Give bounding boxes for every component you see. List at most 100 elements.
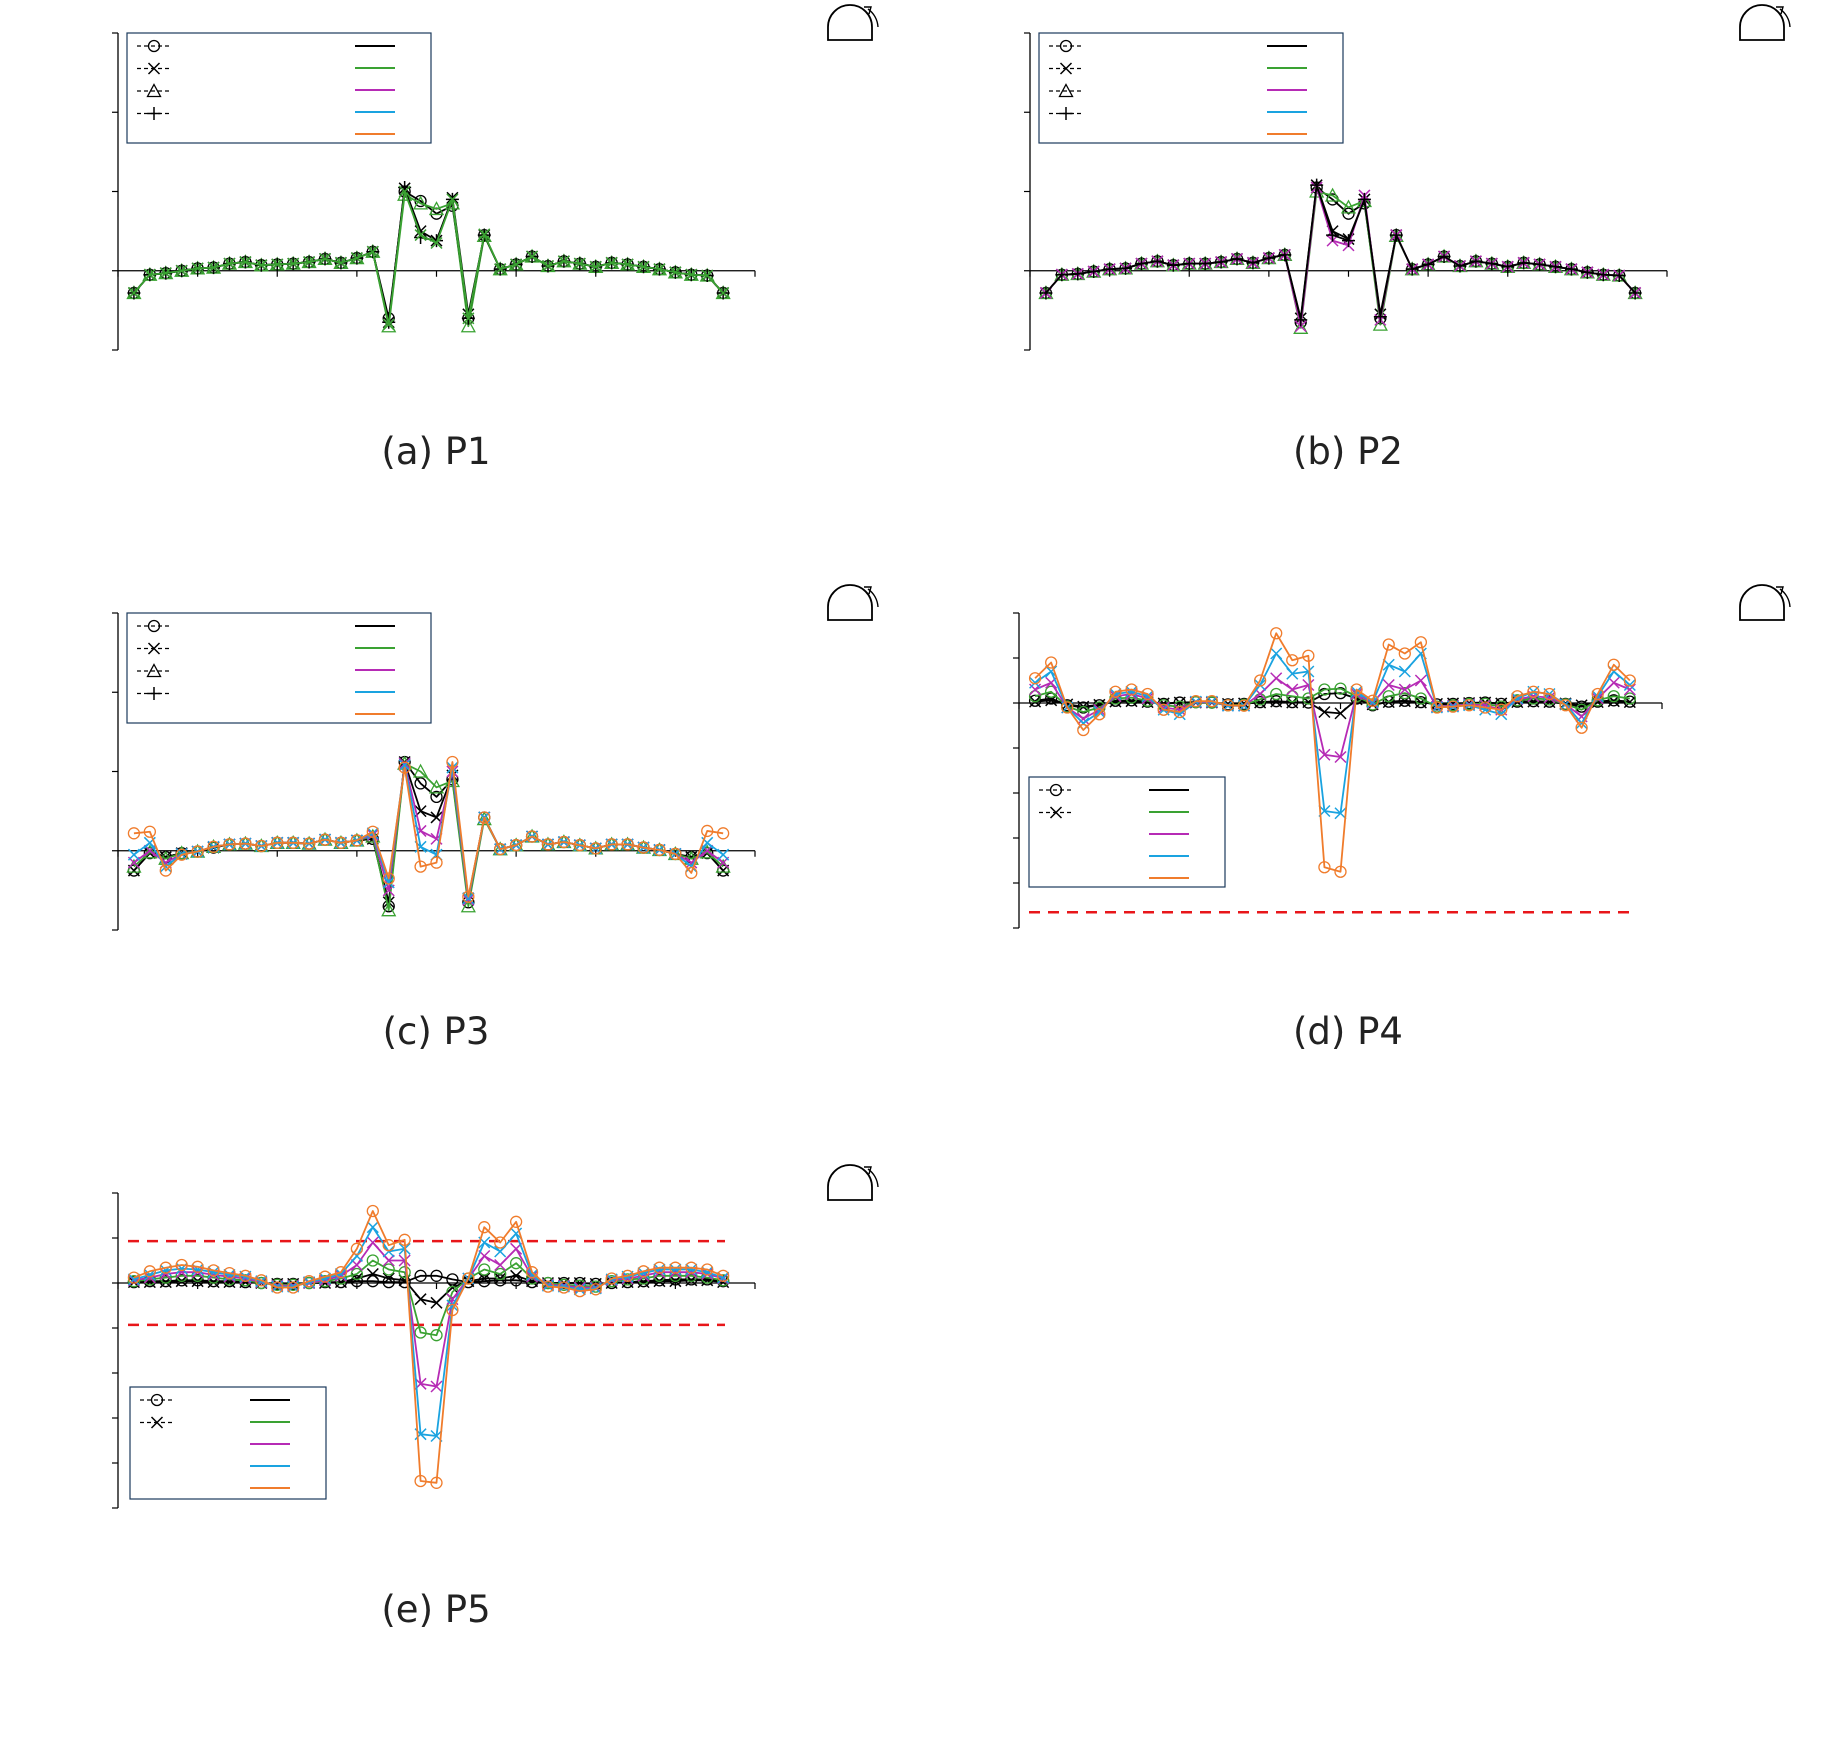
data-point xyxy=(143,846,157,860)
data-point xyxy=(557,255,570,268)
data-point xyxy=(557,1281,571,1294)
arrow-head-icon xyxy=(864,6,872,15)
data-point xyxy=(303,256,316,269)
data-point xyxy=(1527,692,1540,705)
data-point xyxy=(1286,696,1299,709)
data-point xyxy=(1398,665,1411,678)
data-point xyxy=(685,866,698,880)
data-point xyxy=(1286,690,1299,703)
data-point xyxy=(414,1269,427,1282)
data-point xyxy=(1270,647,1283,660)
data-point xyxy=(175,264,188,277)
data-point xyxy=(1382,638,1395,651)
series-line xyxy=(133,190,724,320)
data-point xyxy=(1623,674,1636,687)
data-point xyxy=(1356,193,1373,208)
data-point xyxy=(1495,708,1508,721)
data-point xyxy=(476,811,492,826)
legend-marker xyxy=(146,83,162,98)
data-point xyxy=(589,260,602,273)
data-point xyxy=(159,1261,172,1274)
chart-svg-p3 xyxy=(112,584,879,931)
data-point xyxy=(159,864,172,877)
data-point xyxy=(1214,255,1228,269)
data-point xyxy=(1302,678,1315,692)
data-point xyxy=(382,1263,395,1276)
data-point xyxy=(334,836,348,849)
data-point xyxy=(525,1266,539,1279)
data-point xyxy=(1437,249,1451,263)
data-point xyxy=(1357,192,1371,206)
data-point xyxy=(1302,665,1315,678)
data-point xyxy=(1044,692,1058,705)
data-point xyxy=(1414,674,1427,687)
data-point xyxy=(430,1476,443,1489)
data-point xyxy=(382,318,395,331)
data-point xyxy=(318,1270,332,1283)
data-point xyxy=(127,827,141,840)
data-point xyxy=(1318,687,1331,701)
data-point xyxy=(669,847,682,861)
data-point xyxy=(1366,694,1379,707)
legend-marker xyxy=(1049,783,1063,797)
data-point xyxy=(541,259,555,273)
legend-box xyxy=(1038,32,1344,144)
data-point xyxy=(142,844,158,859)
legend-box xyxy=(1028,776,1226,888)
data-point xyxy=(1596,268,1610,282)
data-point xyxy=(1389,228,1403,242)
data-point xyxy=(1093,703,1106,716)
data-point xyxy=(1607,694,1620,707)
data-point xyxy=(398,1275,411,1289)
data-point xyxy=(1340,199,1357,214)
data-point xyxy=(701,269,714,282)
data-point xyxy=(366,245,379,258)
data-point xyxy=(478,1263,491,1276)
data-point xyxy=(621,838,634,851)
data-point xyxy=(1077,705,1090,719)
data-point xyxy=(1286,683,1299,696)
data-point xyxy=(510,1227,523,1240)
data-point xyxy=(446,1273,459,1286)
legend-marker xyxy=(147,687,161,700)
data-point xyxy=(653,1263,666,1276)
data-point xyxy=(430,1380,443,1393)
data-point xyxy=(509,1257,523,1270)
data-point xyxy=(717,827,730,840)
data-point xyxy=(605,838,618,851)
data-point xyxy=(462,1272,475,1285)
data-point xyxy=(1221,699,1235,712)
series-line xyxy=(133,761,724,898)
arrow-head-icon xyxy=(1776,586,1784,595)
series-line xyxy=(133,1273,724,1304)
data-point xyxy=(589,842,602,855)
data-point xyxy=(446,1303,459,1317)
series-line xyxy=(1045,186,1636,328)
data-point xyxy=(1246,256,1260,270)
data-point xyxy=(557,835,571,849)
legend-marker xyxy=(147,107,161,120)
data-point xyxy=(207,1266,220,1279)
data-point xyxy=(1623,683,1636,696)
data-point xyxy=(1495,703,1508,716)
data-point xyxy=(1607,676,1620,689)
data-point xyxy=(1173,705,1186,719)
data-point xyxy=(1166,258,1180,272)
data-point xyxy=(398,757,411,770)
data-point xyxy=(430,1269,443,1282)
data-point xyxy=(428,779,445,794)
data-point xyxy=(1607,690,1620,703)
data-point xyxy=(255,259,268,272)
rotation-arrow-icon xyxy=(1779,8,1791,28)
data-point xyxy=(1029,676,1042,689)
data-point xyxy=(1119,261,1133,275)
legend-box xyxy=(126,32,432,144)
data-point xyxy=(430,856,443,869)
arrow-head-icon xyxy=(864,586,872,595)
data-point xyxy=(699,844,715,859)
data-point xyxy=(653,843,666,857)
tunnel-section-icon xyxy=(827,4,873,41)
series-line xyxy=(1045,190,1636,329)
data-point xyxy=(350,1267,364,1281)
data-point xyxy=(1253,674,1267,687)
